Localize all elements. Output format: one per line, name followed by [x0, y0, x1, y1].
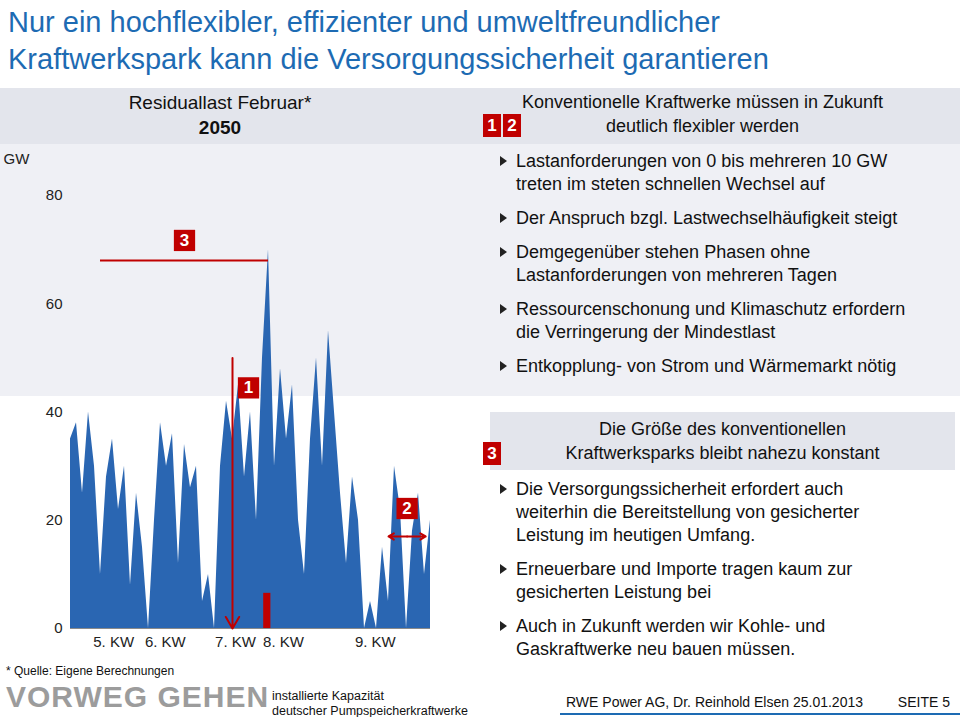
- svg-text:1: 1: [244, 378, 253, 397]
- html-text:Lastanforderungen von 0 bis me: Lastanforderungen von 0 bis mehreren 10 …: [516, 151, 888, 171]
- html-text:2: 2: [507, 116, 517, 135]
- html-text:Nur ein hochflexibler, effizie: Nur ein hochflexibler, effizienter und u…: [8, 6, 720, 38]
- html-text:RWE Power AG, Dr. Reinhold Els: RWE Power AG, Dr. Reinhold Elsen 25.01.2…: [566, 694, 863, 710]
- html-text:Die Größe des konventionellen: Die Größe des konventionellen: [598, 419, 847, 439]
- html-text:VORWEG GEHEN: VORWEG GEHEN: [6, 680, 270, 713]
- svg-text:0: 0: [54, 619, 62, 636]
- html-text:SEITE 5: SEITE 5: [897, 694, 950, 710]
- svg-text:9. KW: 9. KW: [355, 633, 397, 650]
- svg-text:8. KW: 8. KW: [263, 633, 305, 650]
- html-text:Der Anspruch bzgl. Lastwechsel: Der Anspruch bzgl. Lastwechselhäufigkeit…: [516, 208, 898, 228]
- html-text:Kraftwerkspark kann die Versor: Kraftwerkspark kann die Versorgungssiche…: [8, 43, 769, 75]
- svg-text:40: 40: [46, 403, 63, 420]
- html-text:Konventionelle Kraftwerke müss: Konventionelle Kraftwerke müssen in Zuku…: [521, 92, 884, 112]
- html-text:3: 3: [487, 444, 497, 463]
- html-text:Erneuerbare und Importe tragen: Erneuerbare und Importe tragen kaum zur: [516, 559, 853, 579]
- html-text:2050: 2050: [198, 117, 242, 138]
- svg-text:GW: GW: [4, 150, 31, 167]
- svg-text:60: 60: [46, 295, 63, 312]
- svg-text:6. KW: 6. KW: [145, 633, 187, 650]
- html-text:Residuallast Februar*: Residuallast Februar*: [128, 92, 312, 113]
- html-text:gesicherten Leistung bei: gesicherten Leistung bei: [516, 582, 712, 602]
- html-text:Entkopplung- von Strom und Wär: Entkopplung- von Strom und Wärmemarkt nö…: [516, 356, 897, 376]
- html-text:Auch in Zukunft werden wir Koh: Auch in Zukunft werden wir Kohle- und: [516, 616, 826, 636]
- svg-text:5. KW: 5. KW: [93, 633, 135, 650]
- html-text:Lastanforderungen von mehreren: Lastanforderungen von mehreren Tagen: [516, 265, 837, 285]
- html-text:Die Versorgungssicherheit erfo: Die Versorgungssicherheit erfordert auch: [516, 479, 844, 499]
- html-text:deutlich flexibler werden: deutlich flexibler werden: [605, 116, 799, 136]
- svg-text:2: 2: [402, 499, 411, 518]
- svg-text:3: 3: [180, 231, 189, 250]
- html-text:Leistung im heutigen Umfang.: Leistung im heutigen Umfang.: [516, 525, 756, 545]
- html-text:weiterhin die Bereitstellung v: weiterhin die Bereitstellung von gesiche…: [516, 502, 860, 522]
- html-text:Kraftwerksparks bleibt nahezu: Kraftwerksparks bleibt nahezu konstant: [565, 443, 880, 463]
- svg-text:80: 80: [46, 186, 63, 203]
- html-text:1: 1: [487, 116, 497, 135]
- html-text:Ressourcenschonung und Klimasc: Ressourcenschonung und Klimaschutz erfor…: [516, 299, 906, 319]
- svg-text:20: 20: [46, 511, 63, 528]
- svg-text:7. KW: 7. KW: [215, 633, 257, 650]
- html-text:Demgegenüber stehen Phasen ohn: Demgegenüber stehen Phasen ohne: [516, 242, 811, 262]
- html-text:treten im steten schnellen Wec: treten im steten schnellen Wechsel auf: [516, 174, 825, 194]
- html-text:die Verringerung der Mindestla: die Verringerung der Mindestlast: [516, 322, 776, 342]
- html-text:* Quelle: Eigene Berechnungen: * Quelle: Eigene Berechnungen: [6, 664, 175, 678]
- html-text:installierte Kapazität: installierte Kapazität: [272, 689, 384, 703]
- html-text:Gaskraftwerke neu bauen müssen: Gaskraftwerke neu bauen müssen.: [516, 639, 796, 659]
- html-text:deutscher Pumpspeicherkraftwer: deutscher Pumpspeicherkraftwerke: [272, 704, 468, 717]
